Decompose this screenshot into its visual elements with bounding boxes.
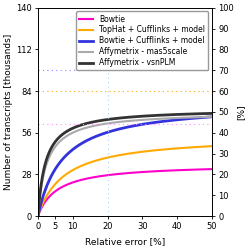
Affymetrix - mas5scale bbox=[54, 144, 57, 148]
Bowtie bbox=[107, 174, 110, 176]
Line: TopHat + Cufflinks + model: TopHat + Cufflinks + model bbox=[38, 146, 212, 216]
Line: Affymetrix - mas5scale: Affymetrix - mas5scale bbox=[38, 117, 212, 216]
TopHat + Cufflinks + model bbox=[36, 214, 40, 218]
Bowtie + Cufflinks + model bbox=[156, 120, 159, 124]
Affymetrix - vsnPLM bbox=[54, 140, 57, 143]
Affymetrix - mas5scale bbox=[156, 118, 159, 120]
Affymetrix - vsnPLM bbox=[156, 114, 159, 117]
Affymetrix - vsnPLM bbox=[113, 117, 116, 120]
Affymetrix - mas5scale bbox=[175, 116, 178, 119]
TopHat + Cufflinks + model bbox=[54, 182, 57, 185]
Bowtie bbox=[156, 170, 159, 173]
Bowtie bbox=[210, 168, 214, 170]
TopHat + Cufflinks + model bbox=[175, 147, 178, 150]
Line: Bowtie: Bowtie bbox=[38, 169, 212, 216]
Bowtie + Cufflinks + model bbox=[54, 167, 57, 170]
Affymetrix - mas5scale bbox=[113, 121, 116, 124]
Affymetrix - mas5scale bbox=[107, 122, 110, 125]
Line: Bowtie + Cufflinks + model: Bowtie + Cufflinks + model bbox=[38, 117, 212, 216]
Affymetrix - mas5scale bbox=[36, 214, 40, 218]
TopHat + Cufflinks + model bbox=[210, 145, 214, 148]
Affymetrix - vsnPLM bbox=[175, 113, 178, 116]
Y-axis label: Number of transcripts [thousands]: Number of transcripts [thousands] bbox=[4, 34, 13, 190]
Bowtie bbox=[175, 169, 178, 172]
TopHat + Cufflinks + model bbox=[107, 156, 110, 159]
Affymetrix - mas5scale bbox=[172, 116, 175, 119]
Bowtie + Cufflinks + model bbox=[113, 129, 116, 132]
Bowtie bbox=[54, 190, 57, 192]
Legend: Bowtie, TopHat + Cufflinks + model, Bowtie + Cufflinks + model, Affymetrix - mas: Bowtie, TopHat + Cufflinks + model, Bowt… bbox=[76, 12, 208, 70]
Bowtie bbox=[113, 173, 116, 176]
Y-axis label: [%]: [%] bbox=[237, 104, 246, 120]
Bowtie + Cufflinks + model bbox=[210, 115, 214, 118]
Bowtie + Cufflinks + model bbox=[175, 118, 178, 121]
TopHat + Cufflinks + model bbox=[156, 148, 159, 152]
TopHat + Cufflinks + model bbox=[172, 147, 175, 150]
Bowtie bbox=[172, 169, 175, 172]
Bowtie + Cufflinks + model bbox=[36, 214, 40, 218]
Affymetrix - vsnPLM bbox=[172, 113, 175, 116]
Bowtie bbox=[36, 214, 40, 218]
Affymetrix - vsnPLM bbox=[36, 214, 40, 218]
TopHat + Cufflinks + model bbox=[113, 154, 116, 158]
X-axis label: Relative error [%]: Relative error [%] bbox=[85, 237, 165, 246]
Affymetrix - mas5scale bbox=[210, 115, 214, 118]
Bowtie + Cufflinks + model bbox=[107, 130, 110, 134]
Line: Affymetrix - vsnPLM: Affymetrix - vsnPLM bbox=[38, 114, 212, 216]
Affymetrix - vsnPLM bbox=[210, 112, 214, 115]
Bowtie + Cufflinks + model bbox=[172, 119, 175, 122]
Affymetrix - vsnPLM bbox=[107, 118, 110, 121]
